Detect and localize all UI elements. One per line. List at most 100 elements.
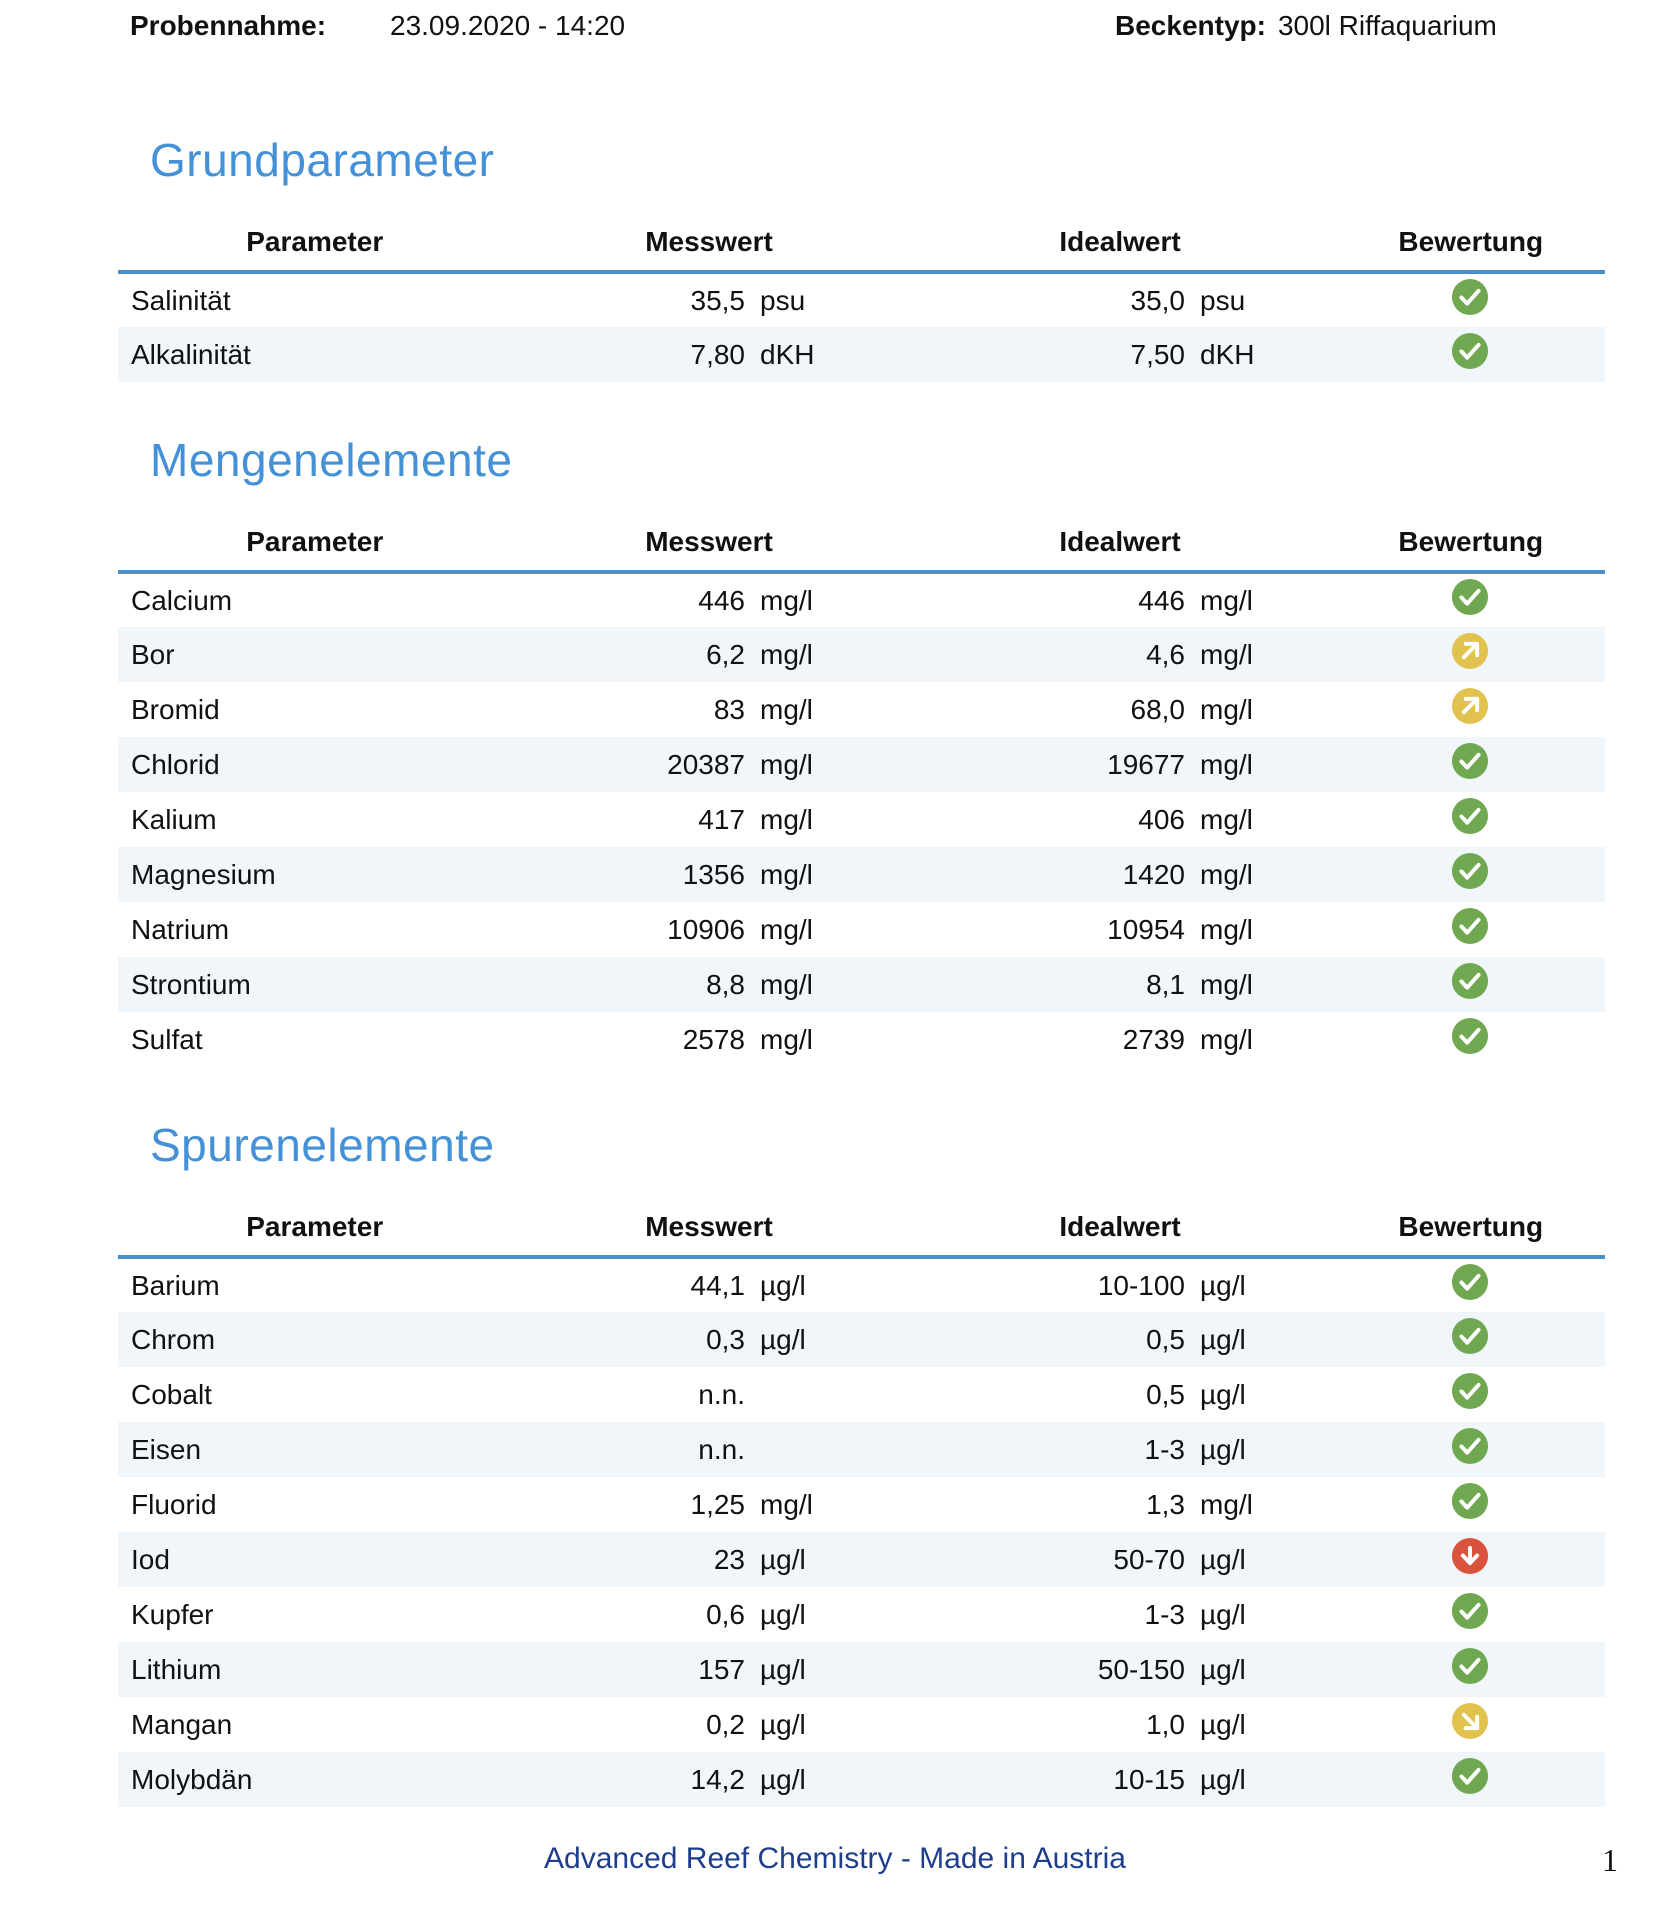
ideal-unit: mg/l: [1200, 913, 1253, 945]
column-header-bewertung: Bewertung: [1333, 520, 1606, 574]
ideal-value: 0,5: [905, 1312, 1185, 1367]
parameter-name: Salinität: [131, 284, 231, 316]
table-row: Magnesium 1356 mg/l 1420 mg/l: [118, 847, 1606, 902]
column-header-idealwert: Idealwert: [903, 1205, 1336, 1259]
ideal-unit: µg/l: [1185, 1642, 1336, 1697]
measured-unit: mg/l: [760, 803, 813, 835]
ideal-unit: mg/l: [1185, 957, 1336, 1012]
parameter-name: Kalium: [131, 803, 217, 835]
rating-cell: [1335, 902, 1605, 957]
parameter-name: Sulfat: [131, 1023, 203, 1055]
arrow-up-right-icon: [1451, 632, 1489, 670]
check-icon: [1451, 1482, 1489, 1520]
report-section: Spurenelemente Parameter Messwert Idealwert…: [0, 1119, 1670, 1807]
column-header-idealwert: Idealwert: [903, 220, 1336, 274]
rating-cell: [1335, 682, 1605, 737]
column-header-idealwert: Idealwert: [903, 520, 1336, 574]
measured-value: 0,3: [513, 1312, 745, 1367]
ideal-unit: µg/l: [1200, 1269, 1246, 1301]
parameter-name: Eisen: [118, 1422, 513, 1477]
rating-cell: [1335, 792, 1605, 847]
page-number: 1: [1602, 1842, 1618, 1878]
ideal-unit: psu: [1200, 284, 1246, 316]
measured-value: 35,5: [690, 284, 746, 316]
ideal-value: 446: [1138, 584, 1185, 616]
table-row: Strontium 8,8 mg/l 8,1 mg/l: [118, 957, 1606, 1012]
parameters-table: Parameter Messwert Idealwert Bewertung Calci…: [118, 520, 1606, 1067]
tank-info: Beckentyp: 300l Riffaquarium: [1115, 10, 1497, 42]
rating-cell: [1335, 1477, 1605, 1532]
parameters-table: Parameter Messwert Idealwert Bewertung Salin…: [118, 220, 1606, 382]
arrow-up-right-icon: [1451, 687, 1489, 725]
table-header-row: Parameter Messwert Idealwert Bewertung: [118, 520, 1606, 574]
table-row: Natrium 10906 mg/l 10954 mg/l: [118, 902, 1605, 957]
rating-cell: [1335, 1752, 1606, 1807]
table-row: Lithium 157 µg/l 50-150 µg/l: [118, 1642, 1606, 1697]
measured-unit: mg/l: [760, 693, 813, 725]
ideal-value: 2739: [1122, 1023, 1185, 1055]
sample-info: Probennahme: 23.09.2020 - 14:20: [130, 10, 1670, 42]
measured-value: 0,2: [706, 1708, 745, 1740]
parameter-name: Chlorid: [118, 737, 513, 792]
parameter-name: Barium: [131, 1269, 220, 1301]
tank-type-value: 300l Riffaquarium: [1277, 10, 1497, 41]
ideal-unit: mg/l: [1185, 847, 1336, 902]
measured-value: 44,1: [690, 1269, 746, 1301]
table-row: Sulfat 2578 mg/l 2739 mg/l: [118, 1012, 1605, 1067]
ideal-value: 1,0: [1146, 1708, 1185, 1740]
rating-cell: [1335, 1312, 1606, 1367]
measured-unit: µg/l: [760, 1598, 806, 1630]
column-header-messwert: Messwert: [511, 520, 905, 574]
measured-unit: dKH: [745, 327, 905, 382]
measured-value: 7,80: [513, 327, 745, 382]
table-row: Bromid 83 mg/l 68,0 mg/l: [118, 682, 1605, 737]
measured-unit: µg/l: [760, 1269, 806, 1301]
rating-cell: [1335, 627, 1606, 682]
measured-value: 83: [713, 693, 745, 725]
measured-unit: mg/l: [745, 737, 905, 792]
check-icon: [1451, 797, 1489, 835]
measured-unit: [745, 1422, 905, 1477]
table-row: Barium 44,1 µg/l 10-100 µg/l: [118, 1257, 1605, 1312]
tank-type-label: Beckentyp:: [1115, 10, 1266, 41]
measured-value: 417: [698, 803, 745, 835]
measured-value: 446: [698, 584, 745, 616]
parameter-name: Cobalt: [131, 1378, 212, 1410]
table-row: Molybdän 14,2 µg/l 10-15 µg/l: [118, 1752, 1606, 1807]
rating-cell: [1335, 957, 1606, 1012]
parameter-name: Mangan: [131, 1708, 233, 1740]
check-icon: [1451, 1263, 1489, 1301]
ideal-value: 0,5: [1146, 1378, 1185, 1410]
measured-value: 14,2: [513, 1752, 745, 1807]
section-title: Spurenelemente: [150, 1119, 495, 1171]
ideal-unit: mg/l: [1200, 584, 1253, 616]
measured-unit: µg/l: [760, 1708, 806, 1740]
document-header: Probennahme: 23.09.2020 - 14:20 Beckentyp…: [0, 0, 1670, 46]
column-header-parameter: Parameter: [118, 520, 513, 574]
ideal-value: 10-15: [905, 1752, 1185, 1807]
sample-date-value: 23.09.2020 - 14:20: [390, 10, 626, 41]
measured-unit: psu: [760, 284, 806, 316]
ideal-value: 406: [1138, 803, 1185, 835]
parameter-name: Chrom: [118, 1312, 513, 1367]
check-icon: [1451, 962, 1489, 1000]
column-header-messwert: Messwert: [511, 220, 905, 274]
measured-value: 6,2: [513, 627, 745, 682]
ideal-unit: dKH: [1185, 327, 1336, 382]
ideal-unit: mg/l: [1185, 737, 1336, 792]
parameter-name: Calcium: [131, 584, 233, 616]
brand-text: Advanced Reef Chemistry - Made in Austri…: [544, 1842, 1126, 1875]
ideal-value: 50-70: [905, 1532, 1185, 1587]
parameter-name: Strontium: [118, 957, 513, 1012]
report-section: Mengenelemente Parameter Messwert Idealwert…: [0, 434, 1670, 1067]
table-row: Chrom 0,3 µg/l 0,5 µg/l: [118, 1312, 1606, 1367]
ideal-value: 1420: [905, 847, 1185, 902]
table-row: Kalium 417 mg/l 406 mg/l: [118, 792, 1605, 847]
measured-unit: mg/l: [760, 913, 813, 945]
measured-value: 1356: [513, 847, 745, 902]
rating-cell: [1335, 1532, 1606, 1587]
parameter-name: Natrium: [131, 913, 230, 945]
rating-cell: [1335, 737, 1606, 792]
ideal-unit: µg/l: [1185, 1752, 1336, 1807]
ideal-unit: mg/l: [1200, 1488, 1253, 1520]
